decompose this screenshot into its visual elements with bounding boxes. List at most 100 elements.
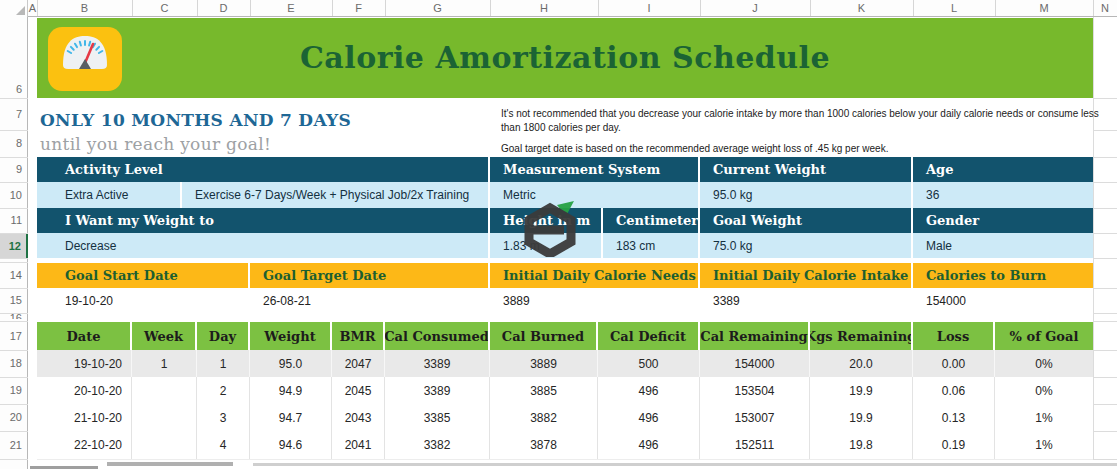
cell-cal-deficit[interactable]: 496 <box>598 377 700 404</box>
cell-cal-burned[interactable]: 3878 <box>490 431 598 459</box>
cell-initial-daily-calorie-intake[interactable]: 3389 <box>700 288 913 313</box>
cell-cal-remaining[interactable]: 154000 <box>700 350 810 377</box>
header-cal-remaining[interactable]: Cal Remaining <box>700 322 810 350</box>
row-header[interactable]: 6 <box>0 81 27 97</box>
cell-weight[interactable]: 94.7 <box>250 404 332 431</box>
cell-weight[interactable]: 95.0 <box>250 350 332 377</box>
cell-cal-deficit[interactable]: 500 <box>598 350 700 377</box>
row-header-selected[interactable]: 12 <box>0 233 28 258</box>
header-weight-goal[interactable]: I Want my Weight to <box>37 208 490 233</box>
header-week[interactable]: Week <box>132 322 197 350</box>
column-header[interactable]: H <box>490 0 599 16</box>
cell-gender[interactable]: Male <box>913 233 1093 258</box>
header-kgs-remaining[interactable]: Kgs Remaining <box>810 322 913 350</box>
cell-cal-consumed[interactable]: 3389 <box>385 350 490 377</box>
row-header[interactable]: 21 <box>0 437 27 453</box>
header-cal-consumed[interactable]: Cal Consumed <box>385 322 490 350</box>
cell-activity-description[interactable]: Exercise 6-7 Days/Week + Physical Job/2x… <box>182 182 490 208</box>
cell-bmr[interactable]: 2045 <box>332 377 385 404</box>
row-header[interactable]: 11 <box>0 212 27 228</box>
cell-week[interactable] <box>132 404 197 431</box>
cell-age[interactable]: 36 <box>913 182 1093 208</box>
header-day[interactable]: Day <box>197 322 250 350</box>
cell-kgs-remaining[interactable]: 20.0 <box>810 350 913 377</box>
cell-cal-remaining[interactable]: 152511 <box>700 431 810 459</box>
row-header[interactable]: 17 <box>0 328 27 344</box>
header-cal-burned[interactable]: Cal Burned <box>490 322 598 350</box>
header-goal-weight[interactable]: Goal Weight <box>700 208 913 233</box>
cell-goal-weight[interactable]: 75.0 kg <box>700 233 913 258</box>
select-all-corner[interactable] <box>0 0 28 17</box>
column-header[interactable]: L <box>913 0 996 16</box>
header-activity-level[interactable]: Activity Level <box>37 157 490 182</box>
header-initial-daily-calorie-needs[interactable]: Initial Daily Calorie Needs <box>490 263 700 288</box>
cell-cal-consumed[interactable]: 3385 <box>385 404 490 431</box>
column-header[interactable]: K <box>810 0 914 16</box>
cell-date[interactable]: 22-10-20 <box>37 431 132 459</box>
cell-cal-burned[interactable]: 3885 <box>490 377 598 404</box>
cell-date[interactable]: 20-10-20 <box>37 377 132 404</box>
cell-loss[interactable]: 0.19 <box>913 431 995 459</box>
header-measurement-system[interactable]: Measurement System <box>490 157 700 182</box>
cell-week[interactable]: 1 <box>132 350 197 377</box>
cell-day[interactable]: 1 <box>197 350 250 377</box>
cell-date[interactable]: 19-10-20 <box>37 350 132 377</box>
row-header[interactable]: 8 <box>0 135 27 151</box>
cell-loss[interactable]: 0.00 <box>913 350 995 377</box>
cell-cal-deficit[interactable]: 496 <box>598 431 700 459</box>
header-centimeters[interactable]: Centimeters <box>603 208 700 233</box>
cell-current-weight[interactable]: 95.0 kg <box>700 182 913 208</box>
title-banner[interactable]: Calorie Amortization Schedule <box>37 18 1093 98</box>
cell-weight-goal[interactable]: Decrease <box>37 233 490 258</box>
row-header[interactable]: 18 <box>0 355 27 371</box>
column-header[interactable]: M <box>995 0 1094 16</box>
row-header[interactable]: 16 <box>0 310 27 319</box>
cell-bmr[interactable]: 2041 <box>332 431 385 459</box>
cell-pct-of-goal[interactable]: 1% <box>995 404 1093 431</box>
cell-pct-of-goal[interactable]: 0% <box>995 377 1093 404</box>
header-date[interactable]: Date <box>37 322 132 350</box>
cell-date[interactable]: 21-10-20 <box>37 404 132 431</box>
header-loss[interactable]: Loss <box>913 322 995 350</box>
goal-countdown-headline[interactable]: ONLY 10 MONTHS AND 7 DAYS <box>40 110 500 130</box>
header-gender[interactable]: Gender <box>913 208 1093 233</box>
header-weight[interactable]: Weight <box>250 322 332 350</box>
header-initial-daily-calorie-intake[interactable]: Initial Daily Calorie Intake <box>700 263 913 288</box>
row-header[interactable]: 15 <box>0 292 27 308</box>
cell-kgs-remaining[interactable]: 19.8 <box>810 431 913 459</box>
cell-cal-consumed[interactable]: 3382 <box>385 431 490 459</box>
cell-weight[interactable]: 94.9 <box>250 377 332 404</box>
header-calories-to-burn[interactable]: Calories to Burn <box>913 263 1093 288</box>
cell-kgs-remaining[interactable]: 19.9 <box>810 404 913 431</box>
column-header[interactable]: B <box>37 0 133 16</box>
column-header[interactable]: D <box>197 0 251 16</box>
cell-goal-target-date[interactable]: 26-08-21 <box>250 288 490 313</box>
cell-bmr[interactable]: 2043 <box>332 404 385 431</box>
column-header[interactable]: F <box>332 0 386 16</box>
cell-cal-consumed[interactable]: 3389 <box>385 377 490 404</box>
row-header[interactable]: 19 <box>0 382 27 398</box>
cell-cal-burned[interactable]: 3889 <box>490 350 598 377</box>
cell-activity-level[interactable]: Extra Active <box>37 182 182 208</box>
cell-week[interactable] <box>132 431 197 459</box>
row-header[interactable]: 14 <box>0 267 27 283</box>
column-header[interactable]: J <box>700 0 811 16</box>
row-header[interactable]: 20 <box>0 409 27 425</box>
cell-cal-burned[interactable]: 3882 <box>490 404 598 431</box>
cell-loss[interactable]: 0.06 <box>913 377 995 404</box>
cell-initial-daily-calorie-needs[interactable]: 3889 <box>490 288 700 313</box>
cell-cal-deficit[interactable]: 496 <box>598 404 700 431</box>
cell-pct-of-goal[interactable]: 0% <box>995 350 1093 377</box>
row-header[interactable]: 10 <box>0 187 27 203</box>
cell-day[interactable]: 2 <box>197 377 250 404</box>
header-goal-target-date[interactable]: Goal Target Date <box>250 263 490 288</box>
cell-height-cm[interactable]: 183 cm <box>603 233 700 258</box>
cell-kgs-remaining[interactable]: 19.9 <box>810 377 913 404</box>
cell-day[interactable]: 3 <box>197 404 250 431</box>
cell-week[interactable] <box>132 377 197 404</box>
column-header[interactable]: N <box>1093 0 1117 16</box>
header-cal-deficit[interactable]: Cal Deficit <box>598 322 700 350</box>
column-header[interactable]: E <box>250 0 333 16</box>
row-header[interactable]: 9 <box>0 161 27 177</box>
header-goal-start-date[interactable]: Goal Start Date <box>37 263 250 288</box>
